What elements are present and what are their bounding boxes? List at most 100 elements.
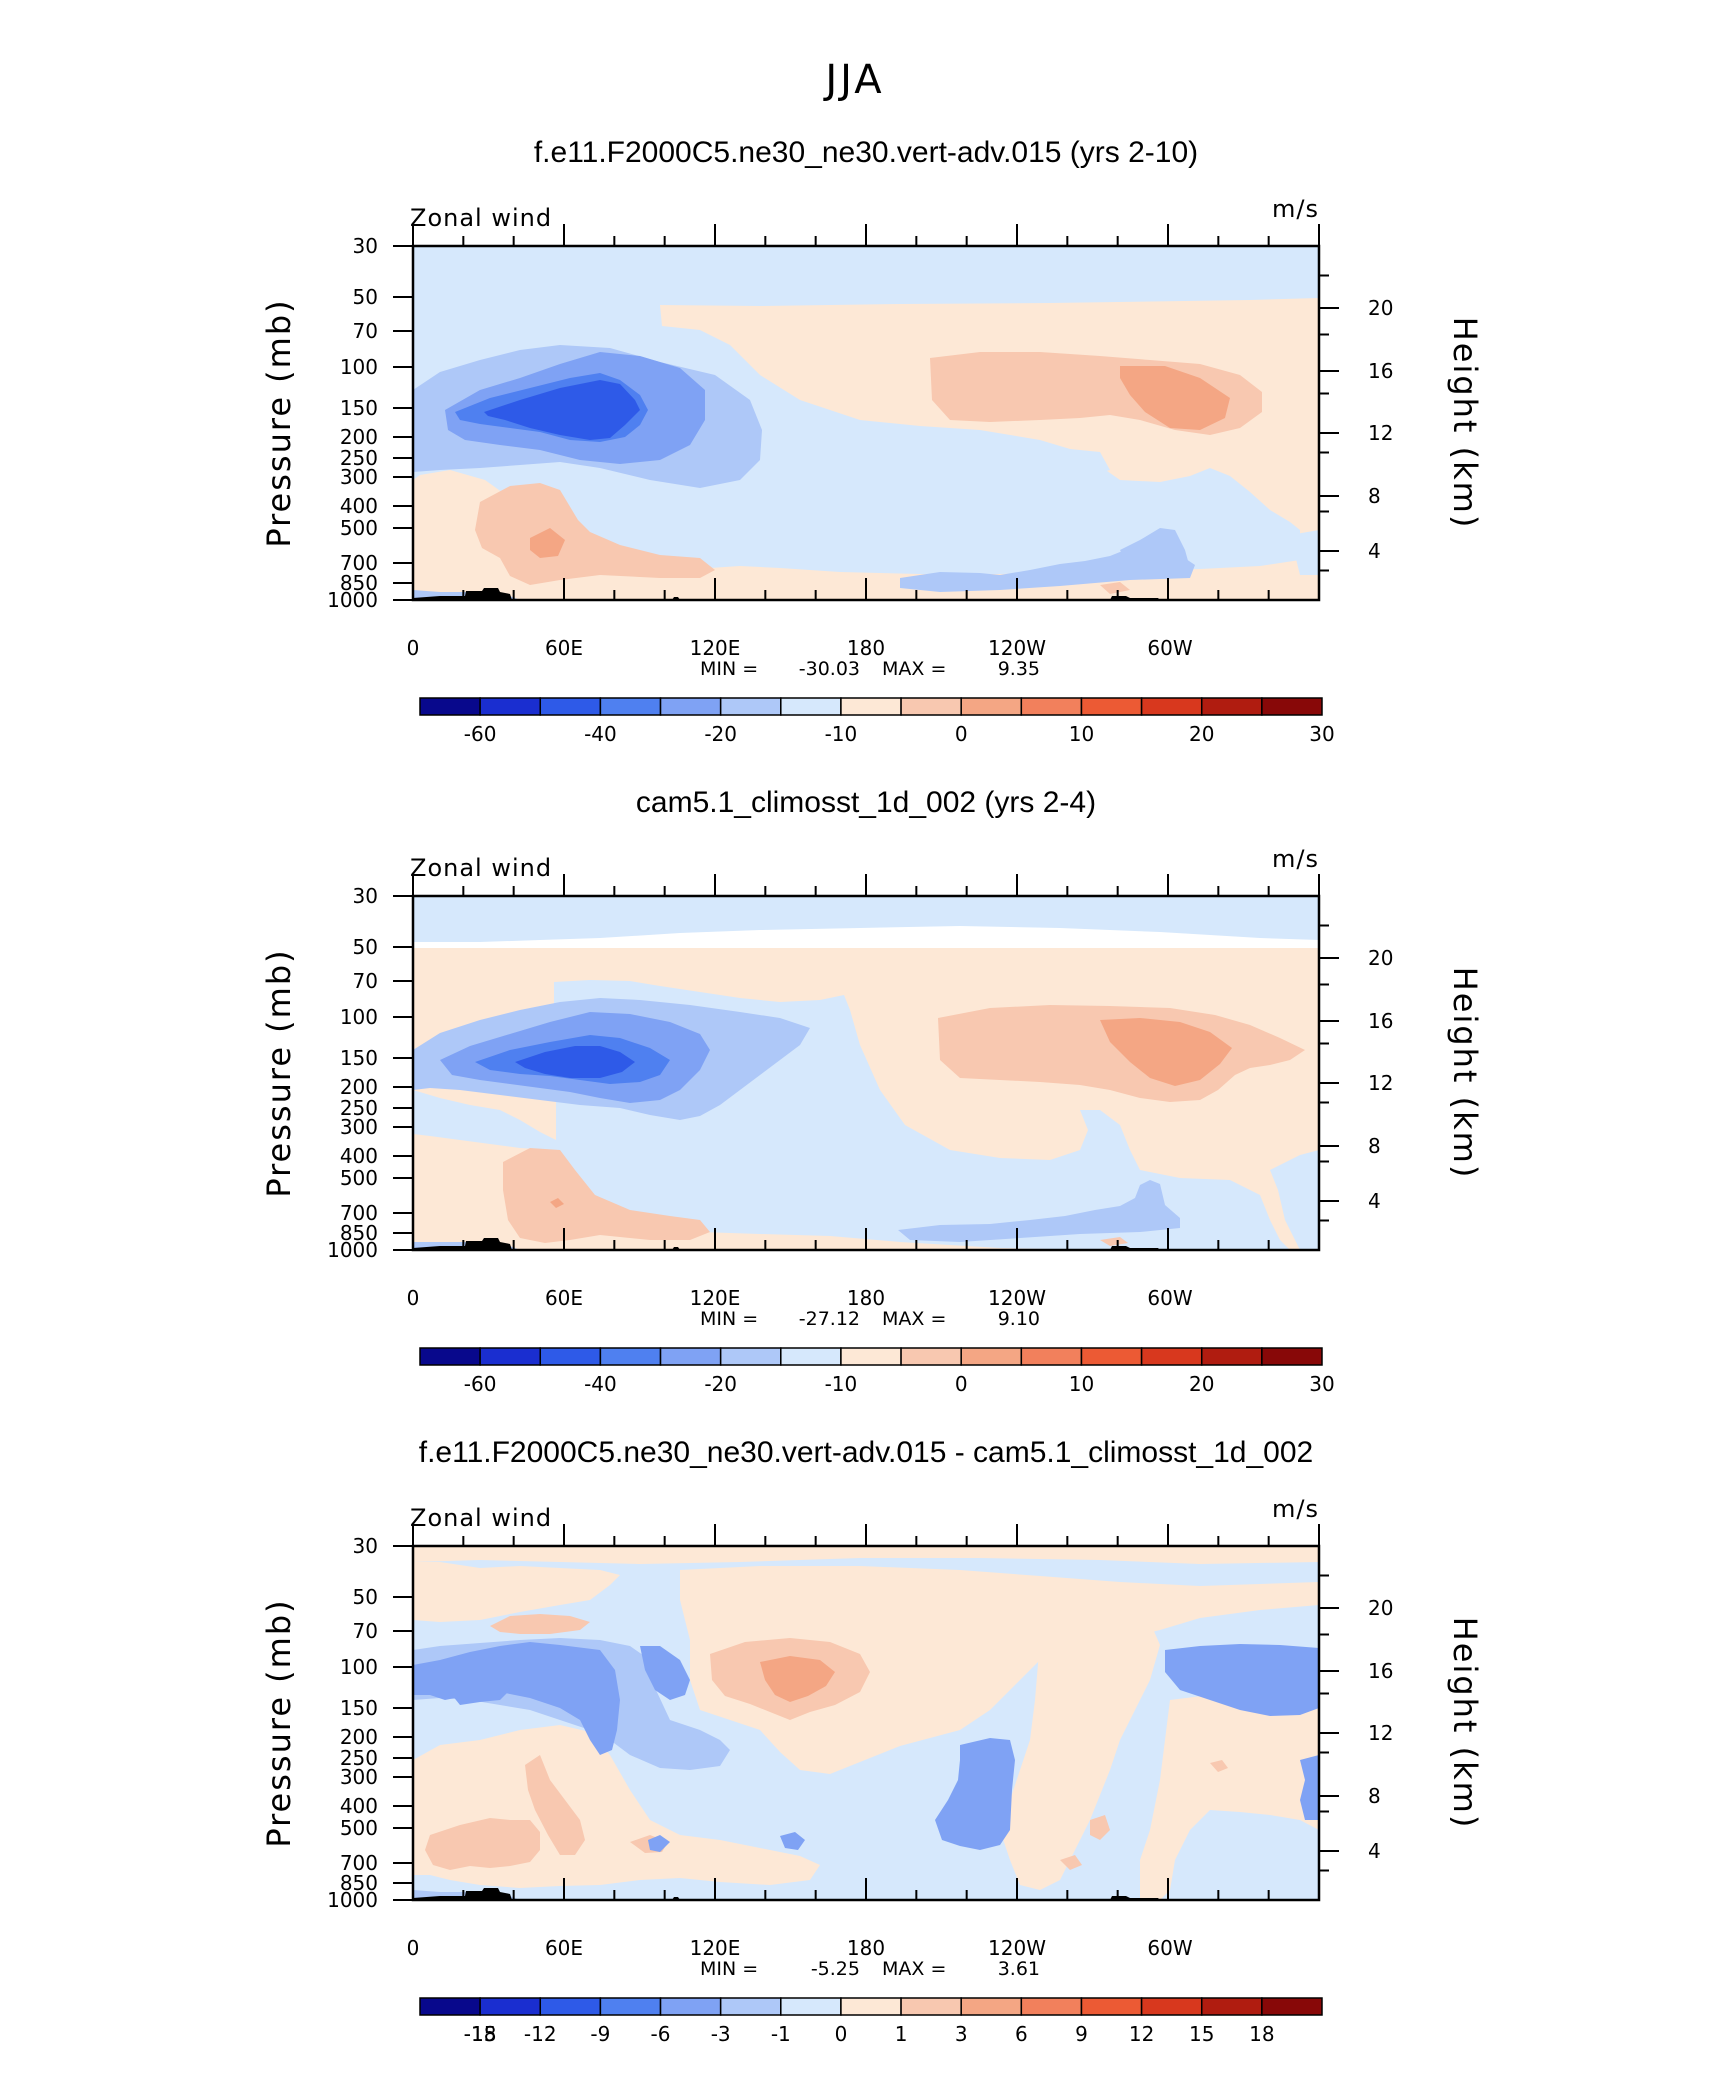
- panel-1-y-axis-title: Pressure (mb): [260, 298, 298, 547]
- panel-1-y-tick-label: 300: [340, 465, 378, 489]
- panel-2-x-tick-label: 0: [407, 1286, 420, 1310]
- panel-2-y-tick-label: 150: [340, 1046, 378, 1070]
- panel-2-colorbar-box: [1080, 1347, 1143, 1366]
- panel-3-contour-region-8: [425, 1818, 540, 1870]
- panel-1: f.e11.F2000C5.ne30_ne30.vert-adv.015 (yr…: [260, 136, 1484, 746]
- panel-3-topography-mask-1: [413, 1888, 512, 1900]
- panel-1-contour-region-14: [530, 528, 565, 558]
- panel-3-contour-region-25: [760, 1656, 835, 1702]
- panel-1-x-tick-label: 120E: [690, 636, 741, 660]
- panel-1-colorbar-box: [1080, 697, 1143, 716]
- panel-3-y2-tick-label: 20: [1368, 1596, 1393, 1620]
- panel-1-x-tick-label: 0: [407, 636, 420, 660]
- panel-2-y-tick-label: 250: [340, 1096, 378, 1120]
- panel-2-min-value: -27.12: [799, 1308, 860, 1330]
- panel-3-y-tick-label: 300: [340, 1765, 378, 1789]
- panel-3-y-tick-label: 1000: [327, 1888, 378, 1912]
- panel-3-colorbar-box: [1080, 1997, 1143, 2016]
- panel-2-y2-tick-label: 12: [1368, 1071, 1393, 1095]
- panel-3-colorbar-label: 0: [835, 2022, 848, 2046]
- figure-title: JJA: [822, 57, 884, 103]
- panel-1-colorbar-box: [659, 697, 722, 716]
- panel-3-variable-label: Zonal wind: [410, 1504, 552, 1532]
- panel-3-contour-region-9: [525, 1755, 585, 1855]
- panel-1-x-tick-label: 60E: [545, 636, 583, 660]
- panel-1-colorbar-label: 0: [955, 722, 968, 746]
- panel-3-contour-region-20: [1300, 1755, 1319, 1820]
- panel-2-contour-region-15: [1100, 1237, 1128, 1246]
- panel-2-subtitle: cam5.1_climosst_1d_002 (yrs 2-4): [636, 786, 1096, 819]
- panel-1-colorbar-label: 20: [1189, 722, 1214, 746]
- panel-3-colorbar-label: 3: [955, 2022, 968, 2046]
- panel-2-y-tick-label: 50: [353, 935, 378, 959]
- panel-3-contour-region-19: [935, 1738, 1015, 1850]
- panel-3-subtitle: f.e11.F2000C5.ne30_ne30.vert-adv.015 - c…: [419, 1436, 1313, 1469]
- panel-3-y-tick-label: 700: [340, 1851, 378, 1875]
- panel-3-contour-region-10: [490, 1614, 590, 1634]
- panel-3-colorbar-box: [599, 1997, 662, 2016]
- panel-1-contour-region-12: [1120, 366, 1230, 430]
- panel-3-units-label: m/s: [1272, 1495, 1319, 1523]
- panel-3-contour-region-22: [780, 1832, 805, 1850]
- panel-2-y2-tick-label: 8: [1368, 1134, 1381, 1158]
- panel-1-colorbar-box: [1020, 697, 1083, 716]
- panel-3-colorbar-label: 1: [895, 2022, 908, 2046]
- panel-3-x-tick-label: 120E: [690, 1936, 741, 1960]
- panel-2-y-tick-label: 700: [340, 1201, 378, 1225]
- panel-1-colorbar-label: 10: [1069, 722, 1094, 746]
- panel-3-contour-region-16: [413, 1642, 620, 1755]
- panel-1-contour-region-15: [1100, 582, 1130, 594]
- panel-1-contour-region-10: [1120, 528, 1190, 575]
- panel-3-min-value: -5.25: [811, 1958, 860, 1980]
- panel-3-colorbar-label: -12: [524, 2022, 557, 2046]
- panel-1-colorbar-box: [479, 697, 542, 716]
- panel-3-contour-region-14: [1060, 1855, 1082, 1870]
- panel-1-y-tick-label: 1000: [327, 588, 378, 612]
- panel-1-y2-axis-title: Height (km): [1446, 317, 1484, 530]
- panel-3-colorbar-box: [1020, 1997, 1083, 2016]
- panel-2-topography-mask-1: [413, 1238, 512, 1250]
- panel-1-max-value: 9.35: [998, 658, 1040, 680]
- panel-1-y2-tick-label: 20: [1368, 296, 1393, 320]
- panel-2-y2-axis-title: Height (km): [1446, 967, 1484, 1180]
- panel-3-y-tick-label: 70: [353, 1619, 378, 1643]
- panel-3-y-tick-label: 850: [340, 1871, 378, 1895]
- panel-2-units-label: m/s: [1272, 845, 1319, 873]
- panel-3-y2-tick-label: 8: [1368, 1784, 1381, 1808]
- panel-1-y-tick-label: 400: [340, 494, 378, 518]
- panel-2-y-tick-label: 1000: [327, 1238, 378, 1262]
- panel-2-y-tick-label: 500: [340, 1166, 378, 1190]
- panel-2-max-label: MAX =: [882, 1308, 952, 1330]
- panel-2-contour-region-14: [550, 1198, 564, 1208]
- panel-1-contour-region-13: [475, 483, 715, 585]
- panel-3-colorbar-box: [960, 1997, 1023, 2016]
- panel-2-y-tick-label: 30: [353, 884, 378, 908]
- panel-2-y2-tick-label: 16: [1368, 1009, 1393, 1033]
- panel-2-colorbar-label: 20: [1189, 1372, 1214, 1396]
- panel-3-y-tick-label: 150: [340, 1696, 378, 1720]
- panel-3-x-tick-label: 60E: [545, 1936, 583, 1960]
- panel-1-contour-region-9: [900, 530, 1195, 592]
- panel-2-contour-region-4: [413, 1090, 556, 1150]
- panel-1-colorbar: -60 -40 -20 -10 0 10 20 30: [419, 697, 1335, 746]
- panel-2-y-tick-label: 850: [340, 1221, 378, 1245]
- panel-2-colorbar-box: [479, 1347, 542, 1366]
- panel-2-min-label: MIN =: [700, 1308, 764, 1330]
- panel-1-colorbar-box: [539, 697, 602, 716]
- panel-3-contour-region-6: [1140, 1695, 1319, 1900]
- panel-2-colorbar-box: [840, 1347, 902, 1366]
- panel-3-y-tick-label: 200: [340, 1725, 378, 1749]
- panel-2-contours: [413, 896, 1319, 1250]
- panel-3-colorbar-label: 6: [1015, 2022, 1028, 2046]
- panel-2-colorbar-label: -40: [584, 1372, 617, 1396]
- panel-3-x-tick-label: 180: [847, 1936, 885, 1960]
- panel-3-contour-region-4: [680, 1566, 1319, 1774]
- panel-3-y2-tick-label: 12: [1368, 1721, 1393, 1745]
- panel-3-colorbar-label: -1: [771, 2022, 791, 2046]
- panel-1-y-tick-label: 850: [340, 571, 378, 595]
- panel-3-y2-tick-label: 16: [1368, 1659, 1393, 1683]
- panel-1-colorbar-box: [419, 697, 481, 716]
- panel-3-x-tick-label: 60W: [1147, 1936, 1192, 1960]
- panel-1-colorbar-box: [1140, 697, 1203, 716]
